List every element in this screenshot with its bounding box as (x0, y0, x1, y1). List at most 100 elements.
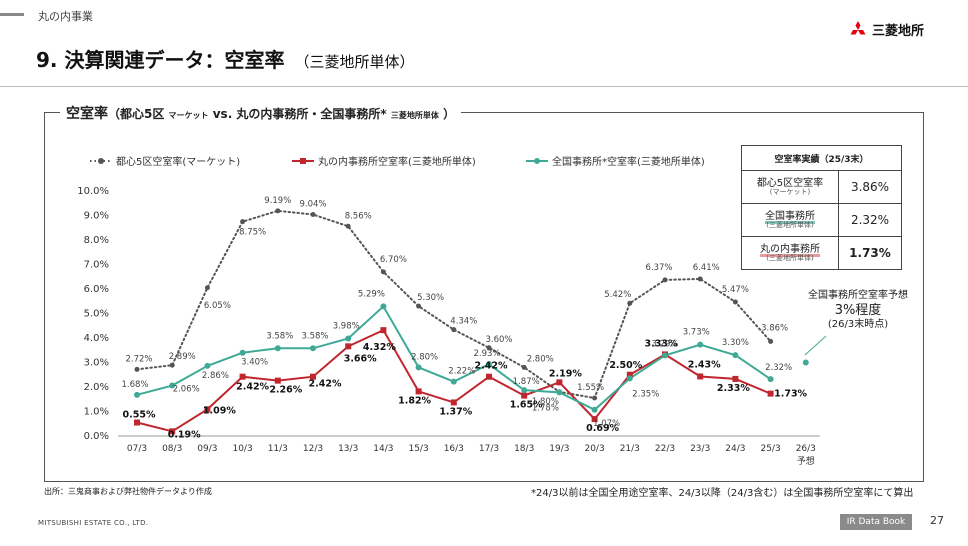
data-point (451, 327, 457, 333)
y-tick-label: 6.0% (84, 284, 109, 295)
data-point (310, 212, 316, 218)
data-label: 2.80% (411, 352, 438, 362)
data-label: 9.19% (264, 196, 291, 206)
data-point (450, 399, 457, 406)
data-point (169, 428, 176, 435)
data-label: 2.42% (309, 379, 342, 390)
data-label: 3.40% (241, 358, 268, 368)
y-axis: 0.0% 1.0% 2.0% 3.0% 4.0% 5.0% 6.0% 7.0% 8.0% 9.0%… (77, 186, 109, 442)
data-label: 2.06% (173, 385, 200, 395)
data-point (556, 389, 563, 396)
data-label: 2.26% (269, 385, 302, 396)
data-label: 1.87% (513, 377, 540, 387)
chart-title-market: マーケット (168, 111, 209, 120)
data-label: 2.22% (448, 367, 475, 377)
y-tick-label: 1.0% (84, 407, 109, 418)
data-point (204, 285, 210, 291)
chart-title-part1: （都心5区 (108, 107, 165, 121)
row-label-sub: (三菱地所単体) (766, 220, 814, 229)
legend-label: 丸の内事務所空室率(三菱地所単体) (318, 155, 476, 168)
data-label: 6.70% (380, 255, 407, 265)
x-tick-label: 08/3 (162, 444, 182, 454)
chart-title-small: 三菱地所単体 (390, 111, 439, 120)
data-label: 4.32% (363, 342, 396, 353)
data-label: 2.19% (549, 368, 582, 379)
data-label: 2.89% (169, 352, 196, 362)
data-label: 1.37% (439, 406, 472, 417)
y-tick-label: 5.0% (84, 309, 109, 320)
data-point (486, 373, 492, 380)
data-label: 3.30% (722, 338, 749, 348)
data-point (732, 375, 739, 382)
data-point (591, 406, 598, 413)
data-point (767, 376, 774, 383)
data-label: 8.56% (345, 211, 372, 221)
data-point (239, 349, 246, 356)
table-row-label: 全国事務所 (三菱地所単体) (741, 203, 839, 237)
x-tick-sublabel: 予想 (797, 455, 815, 467)
data-label: 5.47% (722, 285, 749, 295)
data-point (768, 338, 774, 344)
data-label: 3.66% (344, 353, 377, 364)
x-tick-label: 09/3 (197, 444, 217, 454)
results-table: 空室率実績（25/3末） 都心5区空室率 (マーケット) 3.86% 全国事務所(… (741, 145, 902, 270)
data-point (345, 335, 352, 342)
data-label: 1.73% (774, 389, 807, 400)
table-row-value: 3.86% (838, 170, 902, 204)
data-label: 1.80% (532, 397, 559, 407)
data-point (169, 362, 175, 368)
source-note: 出所：三鬼商事および弊社物件データより作成 (44, 487, 212, 496)
row-label-text: 都心5区空室率 (756, 177, 824, 189)
data-point (450, 378, 457, 385)
table-row: 丸の内事務所 (三菱地所単体) 1.73% (741, 236, 902, 270)
data-label: 3.58% (266, 331, 293, 341)
data-label: 2.32% (765, 363, 792, 373)
data-label: 0.55% (123, 410, 156, 421)
data-label: 3.98% (333, 321, 360, 331)
table-row-value: 1.73% (838, 236, 902, 270)
data-point (697, 276, 703, 282)
chart-frame (44, 112, 924, 482)
data-label: 1.55% (577, 383, 604, 393)
table-row: 都心5区空室率 (マーケット) 3.86% (741, 170, 902, 204)
data-label: 1.68% (121, 380, 148, 390)
data-point (345, 343, 352, 350)
y-tick-label: 8.0% (84, 235, 109, 246)
data-point (662, 277, 668, 283)
results-table-header: 空室率実績（25/3末） (741, 145, 902, 171)
ir-data-book-badge: IR Data Book (840, 514, 912, 530)
y-tick-label: 7.0% (84, 260, 109, 271)
data-label: 3.86% (761, 323, 788, 333)
data-point (275, 208, 281, 214)
data-point (380, 327, 387, 334)
y-tick-label: 4.0% (84, 333, 109, 344)
page-title: 9. 決算関連データ：空室率 （三菱地所単体） (36, 44, 415, 73)
data-point (732, 352, 739, 359)
data-label: 3.29% (651, 339, 678, 349)
logo-name: 三菱地所 (872, 24, 925, 39)
data-point (169, 382, 176, 389)
chart-legend: 都心5区空室率(マーケット) 丸の内事務所空室率(三菱地所単体) 全国事務所*空室率… (90, 155, 705, 168)
page-title-main: 9. 決算関連データ：空室率 (36, 48, 285, 72)
row-label-text: 全国事務所 (765, 210, 815, 222)
data-point (274, 345, 281, 352)
data-point (415, 364, 422, 371)
chart-title-main: 空室率 (66, 106, 108, 122)
page-number: 27 (930, 514, 944, 527)
row-label-sub: (三菱地所単体) (766, 253, 814, 262)
data-label: 2.43% (688, 359, 721, 370)
x-tick-label: 21/3 (620, 444, 640, 454)
data-point (486, 361, 492, 368)
data-label: 1.78% (532, 403, 559, 413)
data-point (239, 373, 246, 380)
data-label: 1.09% (203, 405, 236, 416)
legend-swatch-marker (98, 158, 104, 164)
data-label: 2.33% (717, 383, 750, 394)
data-label: 2.86% (202, 371, 229, 381)
data-point (591, 416, 598, 423)
y-tick-label: 10.0% (77, 186, 109, 197)
data-point (521, 364, 527, 370)
x-tick-label: 25/3 (760, 444, 780, 454)
data-label: 2.35% (632, 389, 659, 399)
data-label: 3.60% (485, 335, 512, 345)
